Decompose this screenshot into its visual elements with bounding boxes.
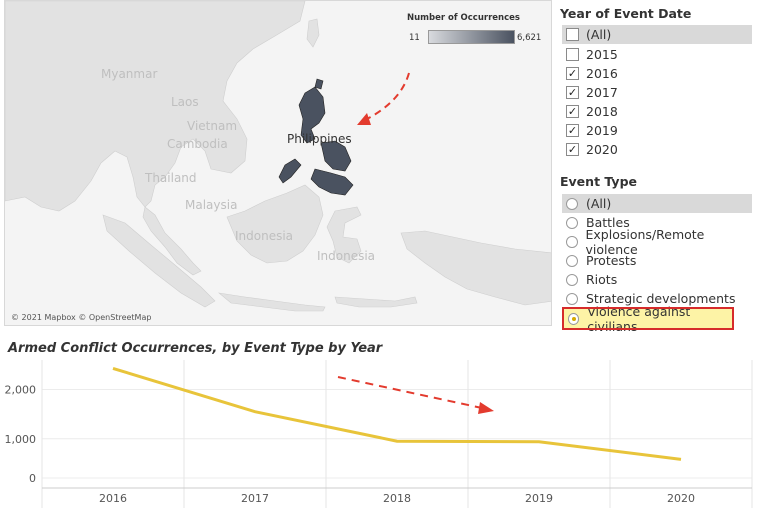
year-filter-title: Year of Event Date [560,6,692,21]
map-label: Cambodia [167,137,228,151]
annotation-arrowhead-map [357,113,371,125]
year-filter-label: 2016 [586,66,618,81]
event-filter-label: Strategic developments [586,291,736,306]
year-filter-label: 2015 [586,47,618,62]
map-attribution[interactable]: © 2021 Mapbox © OpenStreetMap [11,313,152,322]
land-sumatra [102,214,216,308]
event-filter-item-protests[interactable]: Protests [562,251,752,270]
event-filter-label: Riots [586,272,618,287]
radio-icon[interactable] [566,216,578,229]
year-filter-item-all[interactable]: (All) [562,25,752,44]
event-filter-title: Event Type [560,174,638,189]
year-filter-item-2019[interactable]: ✓ 2019 [562,121,752,140]
land-mainland [5,1,306,212]
land-java [217,292,326,312]
event-filter-item-violence[interactable]: Violence against civilians [562,304,734,334]
annotation-arrow-map [366,72,410,120]
year-filter-item-2017[interactable]: ✓ 2017 [562,83,752,102]
map-label: Indonesia [317,249,376,263]
legend-title: Number of Occurrences [407,13,520,23]
checkbox-checked-icon[interactable]: ✓ [566,67,579,80]
annotation-arrow-chart [337,376,483,409]
land-sulawesi [326,206,362,264]
event-filter-label: Violence against civilians [587,303,691,334]
event-filter-item-battles[interactable]: Battles [562,213,752,232]
year-filter-item-2020[interactable]: ✓ 2020 [562,140,752,159]
radio-icon[interactable] [566,254,578,267]
land-borneo [226,184,324,264]
year-filter-label: 2020 [586,142,618,157]
y-axis: 0 1,000 2,000 [5,384,37,485]
y-tick-label: 1,000 [5,433,37,446]
y-tick-label: 2,000 [5,384,37,397]
legend-min: 11 [409,33,420,43]
legend-gradient [428,30,515,44]
event-filter-label: (All) [586,196,612,211]
event-filter-label: Protests [586,253,637,268]
checkbox-checked-icon[interactable]: ✓ [566,86,579,99]
checkbox-checked-icon[interactable]: ✓ [566,105,579,118]
annotation-arrowhead-chart [478,402,494,414]
chart-title: Armed Conflict Occurrences, by Event Typ… [8,341,383,356]
x-tick-label: 2020 [667,492,695,505]
radio-icon[interactable] [566,235,578,248]
event-filter-item-explosions[interactable]: Explosions/Remote violence [562,227,752,257]
color-legend: Number of Occurrences 11 6,621 [403,9,551,49]
map-label: Myanmar [101,67,158,81]
line-chart[interactable]: 0 1,000 2,000 2016 2017 2018 2019 2020 [0,360,757,512]
chart-grid [41,360,753,508]
map-label: Malaysia [185,198,238,212]
x-axis: 2016 2017 2018 2019 2020 [99,492,695,505]
x-tick-label: 2016 [99,492,127,505]
map-view[interactable]: Myanmar Laos Vietnam Cambodia Thailand M… [4,0,552,326]
x-tick-label: 2019 [525,492,553,505]
map-svg [5,1,551,312]
land-islands [334,296,418,308]
event-filter-label: Battles [586,215,630,230]
x-tick-label: 2017 [241,492,269,505]
land-taiwan [306,18,320,48]
event-filter-item-strategic[interactable]: Strategic developments [562,289,752,308]
series-line[interactable] [112,366,682,461]
map-label: Thailand [145,171,197,185]
year-filter-item-2015[interactable]: 2015 [562,45,752,64]
map-label: Indonesia [235,229,294,243]
map-label-philippines: Philippines [287,132,352,146]
year-filter-label: 2018 [586,104,618,119]
radio-icon[interactable] [566,292,578,305]
land-newguinea [400,230,551,306]
philippines-shape[interactable] [278,78,354,196]
checkbox-checked-icon[interactable]: ✓ [566,143,579,156]
radio-icon[interactable] [566,197,578,210]
event-filter-label: Explosions/Remote violence [585,226,705,257]
y-tick-label: 0 [29,472,36,485]
checkbox-checked-icon[interactable]: ✓ [566,124,579,137]
radio-icon[interactable] [566,273,578,286]
year-filter-label: 2017 [586,85,618,100]
land-peninsula [142,206,202,276]
event-filter-item-all[interactable]: (All) [562,194,752,213]
year-filter-label: (All) [586,27,612,42]
year-filter-item-2018[interactable]: ✓ 2018 [562,102,752,121]
event-filter-item-riots[interactable]: Riots [562,270,752,289]
checkbox-icon[interactable] [566,28,579,41]
map-label: Vietnam [187,119,238,133]
x-tick-label: 2018 [383,492,411,505]
year-filter-item-2016[interactable]: ✓ 2016 [562,64,752,83]
radio-selected-icon[interactable] [568,312,580,325]
legend-max: 6,621 [517,33,542,43]
map-label: Laos [171,95,199,109]
year-filter-label: 2019 [586,123,618,138]
checkbox-icon[interactable] [566,48,579,61]
